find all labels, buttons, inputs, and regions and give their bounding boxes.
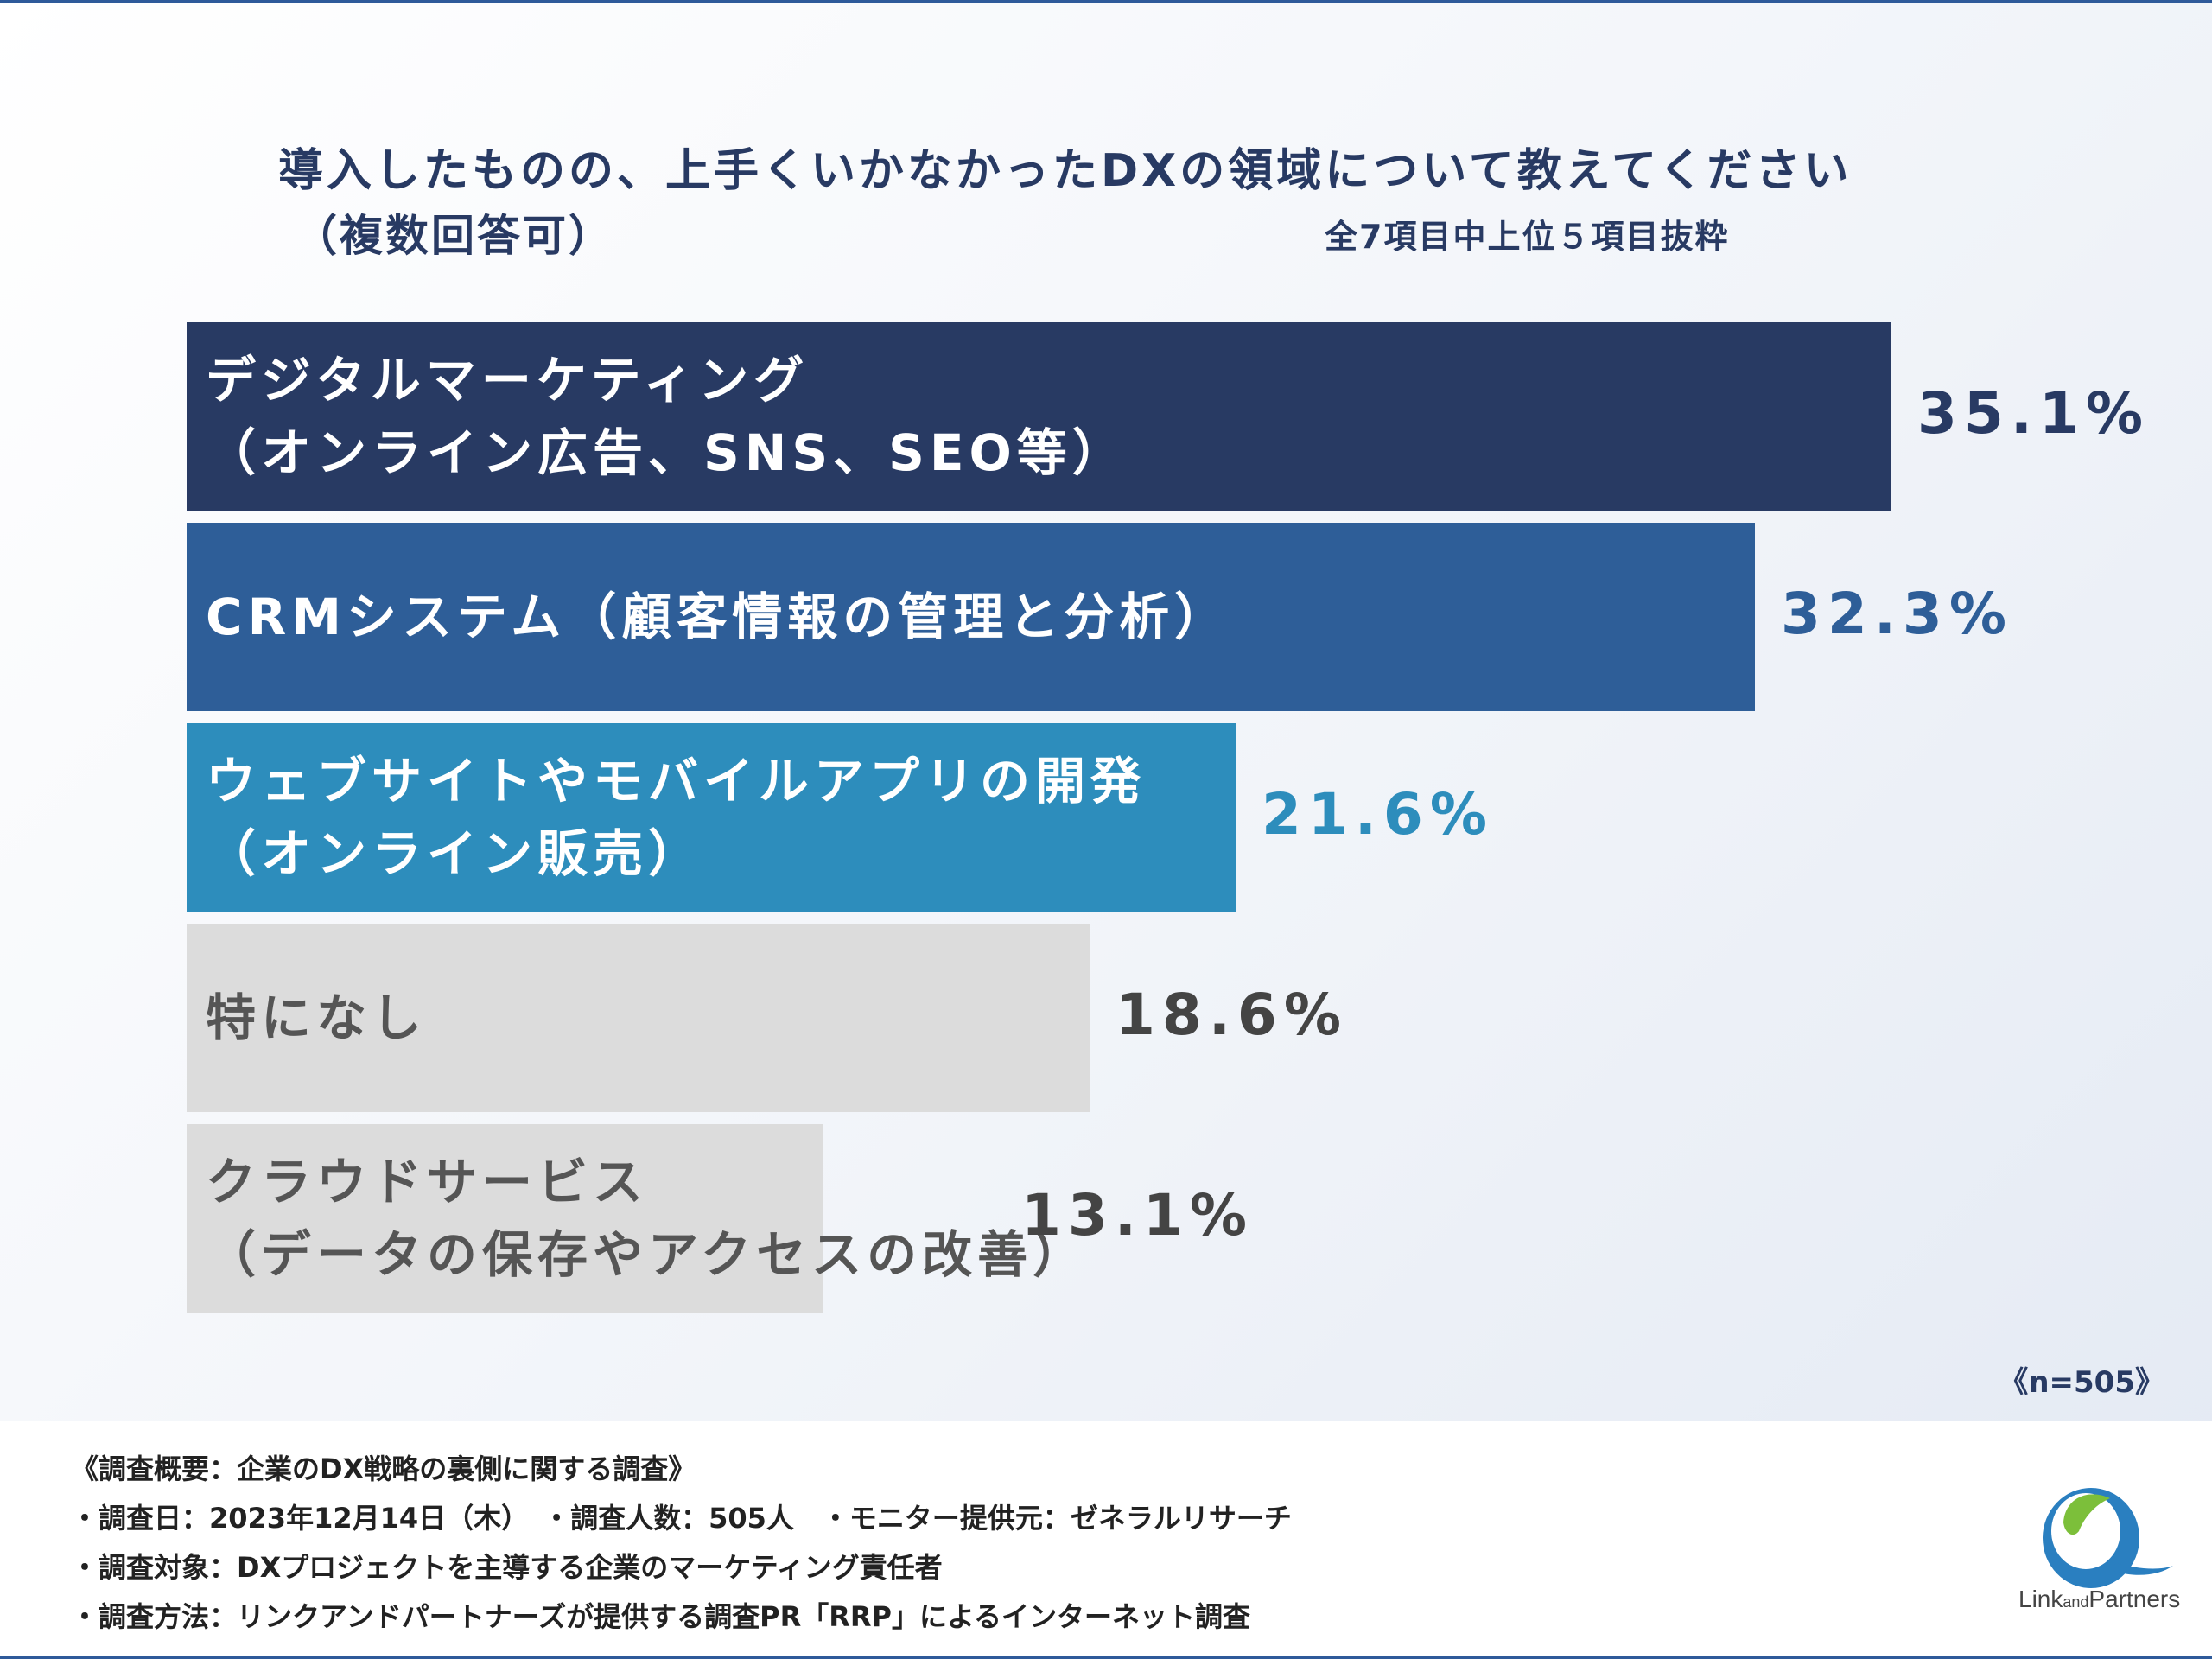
chart-subtitle: （複数回答可） bbox=[294, 211, 614, 261]
value-label-1: 35.1% bbox=[1917, 380, 2150, 447]
value-label-5: 13.1% bbox=[1021, 1182, 1254, 1249]
value-label-3: 21.6% bbox=[1262, 781, 1494, 848]
bar-chart: デジタルマーケティング （オンライン広告、SNS、SEO等） 35.1% CRMシス… bbox=[187, 322, 2150, 1313]
chart-note: 全7項目中上位５項目抜粋 bbox=[1325, 218, 1730, 256]
survey-date-line: ・調査日：2023年12月14日（木） ・調査人数：505人 ・モニター提供元：… bbox=[71, 1502, 1292, 1535]
bar-1 bbox=[187, 322, 1891, 511]
bar-label-5: クラウドサービス （データの保存やアクセスの改善） bbox=[206, 1153, 1089, 1284]
logo-text-link: Link bbox=[2018, 1586, 2063, 1612]
chart-title: 導入したものの、上手くいかなかったDXの領域について教えてください bbox=[278, 145, 1853, 197]
bar-label-4: 特になし bbox=[206, 988, 428, 1047]
bar-label-1: デジタルマーケティング （オンライン広告、SNS、SEO等） bbox=[206, 351, 1128, 482]
logo-green-leaf bbox=[2063, 1494, 2110, 1535]
survey-footer: 《調査概要：企業のDX戦略の裏側に関する調査》 ・調査日：2023年12月14日… bbox=[0, 1421, 2212, 1656]
sample-size: 《n=505》 bbox=[1999, 1365, 2164, 1400]
bottom-rule bbox=[0, 1656, 2212, 1659]
bar-2 bbox=[187, 523, 1755, 711]
link-and-partners-logo bbox=[2043, 1488, 2173, 1588]
value-label-2: 32.3% bbox=[1781, 581, 2013, 647]
survey-target-line: ・調査対象：DXプロジェクトを主導する企業のマーケティング責任者 bbox=[71, 1551, 943, 1584]
bar-5 bbox=[187, 1124, 823, 1313]
bar-3 bbox=[187, 723, 1236, 912]
logo-text-partners: Partners bbox=[2088, 1586, 2181, 1612]
bar-4 bbox=[187, 924, 1090, 1112]
survey-method-line: ・調査方法：リンクアンドパートナーズが提供する調査PR「RRP」によるインターネ… bbox=[71, 1600, 1250, 1633]
bar-label-2: CRMシステム（顧客情報の管理と分析） bbox=[206, 588, 1230, 646]
bar-label-3: ウェブサイトやモバイルアプリの開発 （オンライン販売） bbox=[206, 752, 1147, 883]
logo-swoosh bbox=[2113, 1562, 2173, 1575]
top-rule bbox=[0, 0, 2212, 3]
logo-text-and: and bbox=[2063, 1593, 2089, 1611]
logo-wordmark: LinkandPartners bbox=[2018, 1586, 2180, 1613]
survey-title: 《調査概要：企業のDX戦略の裏側に関する調査》 bbox=[71, 1452, 696, 1485]
value-label-4: 18.6% bbox=[1116, 982, 1348, 1048]
